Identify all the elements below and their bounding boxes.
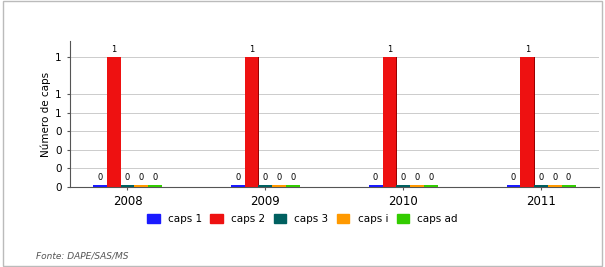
Text: 1: 1 bbox=[525, 45, 530, 54]
Bar bbox=[382, 57, 396, 187]
Bar bbox=[393, 57, 397, 187]
Bar bbox=[368, 184, 382, 187]
Bar bbox=[286, 184, 300, 187]
Text: 0: 0 bbox=[152, 173, 158, 182]
Bar bbox=[258, 184, 272, 187]
Text: 0: 0 bbox=[373, 173, 378, 182]
Bar bbox=[424, 184, 437, 187]
Text: 0: 0 bbox=[125, 173, 130, 182]
Text: 0: 0 bbox=[566, 173, 571, 182]
Bar bbox=[561, 184, 575, 187]
Text: Número de CAPS: Número de CAPS bbox=[237, 14, 368, 28]
Bar bbox=[396, 184, 410, 187]
Text: Fonte: DAPE/SAS/MS: Fonte: DAPE/SAS/MS bbox=[36, 251, 129, 260]
Text: 0: 0 bbox=[290, 173, 295, 182]
Text: 0: 0 bbox=[139, 173, 144, 182]
Bar bbox=[548, 184, 561, 187]
Bar bbox=[117, 57, 122, 187]
Text: 0: 0 bbox=[552, 173, 557, 182]
Text: 0: 0 bbox=[401, 173, 406, 182]
Text: 0: 0 bbox=[538, 173, 544, 182]
Text: 0: 0 bbox=[276, 173, 282, 182]
Bar bbox=[255, 57, 260, 187]
Legend: caps 1, caps 2, caps 3, caps i, caps ad: caps 1, caps 2, caps 3, caps i, caps ad bbox=[147, 214, 458, 224]
Bar bbox=[534, 184, 548, 187]
Text: 1: 1 bbox=[249, 45, 254, 54]
Bar bbox=[148, 184, 162, 187]
Bar bbox=[244, 57, 258, 187]
Text: 0: 0 bbox=[235, 173, 240, 182]
Bar bbox=[93, 184, 107, 187]
Text: 0: 0 bbox=[263, 173, 268, 182]
Text: 0: 0 bbox=[428, 173, 433, 182]
Bar bbox=[231, 184, 244, 187]
Bar bbox=[520, 57, 534, 187]
Bar bbox=[134, 184, 148, 187]
Text: 0: 0 bbox=[97, 173, 102, 182]
Text: 1: 1 bbox=[387, 45, 392, 54]
Bar bbox=[120, 184, 134, 187]
Text: 0: 0 bbox=[511, 173, 516, 182]
Text: 1: 1 bbox=[111, 45, 116, 54]
Bar bbox=[531, 57, 535, 187]
Bar bbox=[506, 184, 520, 187]
Bar bbox=[410, 184, 424, 187]
Bar bbox=[272, 184, 286, 187]
Text: 0: 0 bbox=[414, 173, 420, 182]
Bar bbox=[107, 57, 120, 187]
Y-axis label: Número de caps: Número de caps bbox=[41, 72, 51, 157]
